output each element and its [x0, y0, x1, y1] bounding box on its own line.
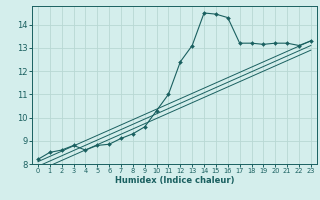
X-axis label: Humidex (Indice chaleur): Humidex (Indice chaleur): [115, 176, 234, 185]
